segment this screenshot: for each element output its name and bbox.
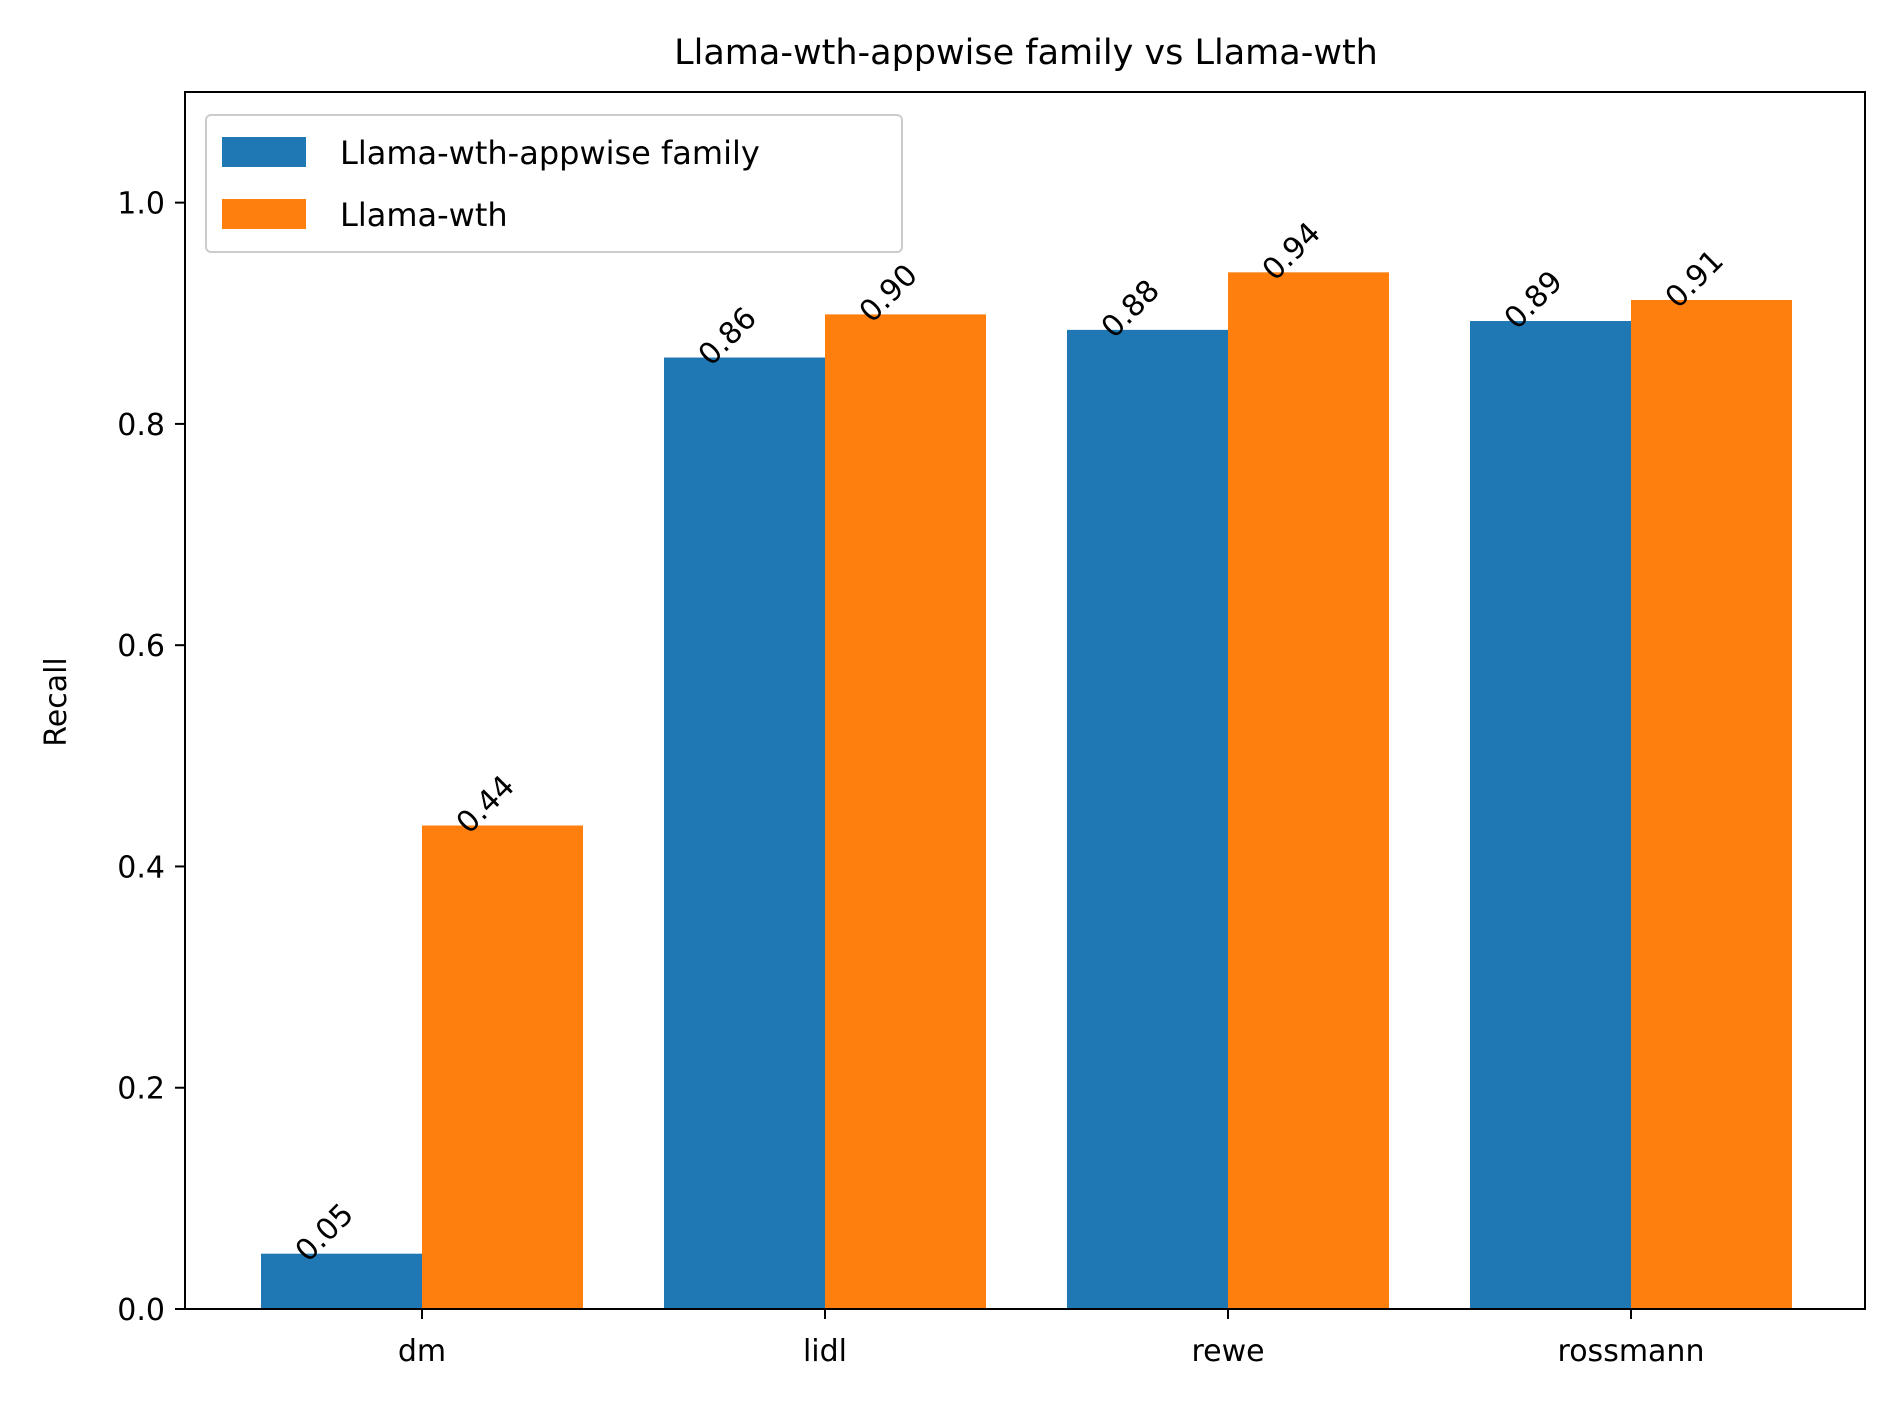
bar-dm-series-1 bbox=[261, 1253, 422, 1309]
chart-title: Llama-wth-appwise family vs Llama-wth bbox=[674, 33, 1378, 73]
legend-swatch-series-1 bbox=[222, 137, 306, 167]
legend: Llama-wth-appwise family Llama-wth bbox=[205, 114, 903, 253]
y-tick-label: 0.0 bbox=[117, 1293, 165, 1328]
bar-rossmann-series-1 bbox=[1470, 321, 1631, 1309]
y-tick-label: 0.2 bbox=[117, 1072, 165, 1107]
x-tick-label-rossmann: rossmann bbox=[1558, 1334, 1705, 1369]
x-tick-label-lidl: lidl bbox=[803, 1334, 847, 1369]
plot-frame bbox=[184, 91, 1866, 1310]
y-tick-label: 0.8 bbox=[117, 408, 165, 443]
legend-label-series-2: Llama-wth bbox=[340, 196, 508, 234]
bar-rossmann-series-2 bbox=[1631, 299, 1792, 1310]
bar-rewe-series-1 bbox=[1067, 329, 1228, 1310]
y-tick-label: 0.4 bbox=[117, 850, 165, 885]
y-tick-label: 0.6 bbox=[117, 629, 165, 664]
y-tick-label: 1.0 bbox=[117, 187, 165, 222]
legend-swatch-series-2 bbox=[222, 199, 306, 229]
bar-dm-series-2 bbox=[422, 825, 583, 1309]
bar-lidl-series-1 bbox=[664, 357, 825, 1309]
y-axis-label: Recall bbox=[39, 657, 74, 747]
bar-rewe-series-2 bbox=[1228, 272, 1389, 1309]
legend-label-series-1: Llama-wth-appwise family bbox=[340, 134, 760, 172]
x-tick-label-dm: dm bbox=[398, 1334, 446, 1369]
legend-frame bbox=[205, 114, 903, 253]
bar-lidl-series-2 bbox=[825, 314, 986, 1309]
x-tick-label-rewe: rewe bbox=[1191, 1334, 1264, 1369]
